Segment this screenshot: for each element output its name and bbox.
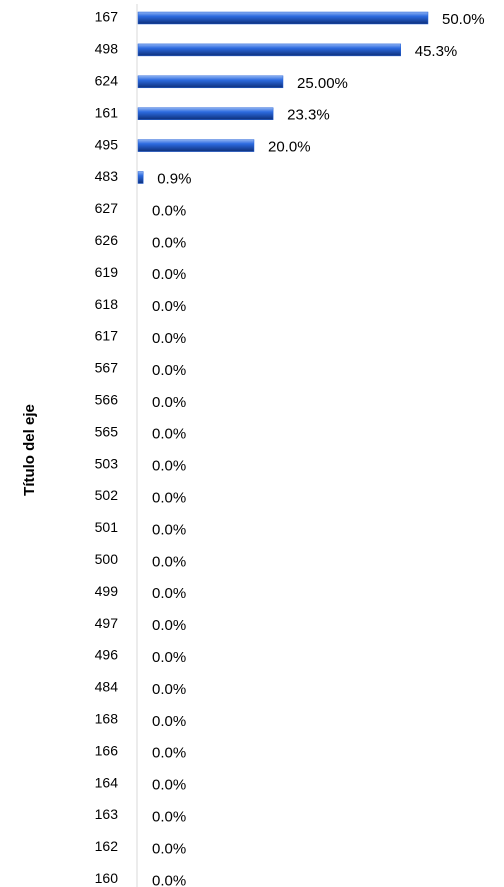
y-tick-label: 501: [95, 519, 119, 535]
bar: [137, 171, 144, 184]
data-label: 0.0%: [152, 553, 186, 570]
y-tick-label: 496: [95, 647, 119, 663]
data-label: 20.0%: [268, 139, 311, 156]
data-label: 0.0%: [152, 808, 186, 825]
data-label: 0.0%: [152, 745, 186, 762]
y-tick-label: 495: [95, 136, 119, 152]
y-tick-label: 500: [95, 551, 119, 567]
y-tick-label: 566: [95, 392, 119, 408]
y-tick-label: 627: [95, 200, 119, 216]
bar: [137, 75, 284, 89]
y-tick-label: 618: [95, 296, 119, 312]
data-label: 0.0%: [152, 872, 186, 887]
data-label: 0.0%: [152, 585, 186, 602]
y-tick-label: 163: [95, 806, 119, 822]
y-tick-label: 167: [95, 9, 119, 25]
y-tick-label: 617: [95, 328, 119, 344]
y-tick-label: 162: [95, 838, 119, 854]
data-label: 23.3%: [287, 107, 330, 124]
data-label: 0.0%: [152, 298, 186, 315]
bar: [137, 11, 429, 25]
y-tick-label: 164: [95, 774, 119, 790]
y-tick-label: 624: [95, 73, 119, 89]
y-tick-label: 567: [95, 360, 119, 376]
bar: [137, 107, 274, 120]
y-tick-label: 499: [95, 583, 119, 599]
data-label: 0.0%: [152, 394, 186, 411]
data-label: 0.0%: [152, 330, 186, 347]
data-label: 0.0%: [152, 840, 186, 857]
data-label: 0.0%: [152, 458, 186, 475]
y-tick-label: 161: [95, 104, 119, 120]
data-label: 0.0%: [152, 649, 186, 666]
y-tick-label: 498: [95, 41, 119, 57]
y-tick-label: 497: [95, 615, 119, 631]
y-tick-label: 619: [95, 264, 119, 280]
data-label: 0.0%: [152, 266, 186, 283]
data-label: 25.00%: [297, 75, 348, 92]
y-tick-label: 502: [95, 487, 119, 503]
y-tick-label: 160: [95, 870, 119, 886]
bar: [137, 43, 401, 57]
data-label: 0.9%: [157, 170, 191, 187]
data-label: 0.0%: [152, 202, 186, 219]
data-label: 0.0%: [152, 777, 186, 794]
y-tick-label: 503: [95, 455, 119, 471]
axis-title: Título del eje: [21, 404, 38, 496]
data-label: 50.0%: [442, 11, 485, 28]
data-label: 0.0%: [152, 713, 186, 730]
data-label: 0.0%: [152, 362, 186, 379]
y-tick-label: 626: [95, 232, 119, 248]
data-label: 45.3%: [415, 43, 458, 60]
data-label: 0.0%: [152, 521, 186, 538]
y-tick-label: 166: [95, 742, 119, 758]
y-tick-label: 483: [95, 168, 119, 184]
y-tick-label: 565: [95, 423, 119, 439]
data-label: 0.0%: [152, 489, 186, 506]
bar: [137, 139, 255, 152]
data-label: 0.0%: [152, 426, 186, 443]
data-label: 0.0%: [152, 234, 186, 251]
y-tick-label: 168: [95, 711, 119, 727]
data-label: 0.0%: [152, 681, 186, 698]
data-label: 0.0%: [152, 617, 186, 634]
y-tick-label: 484: [95, 679, 119, 695]
